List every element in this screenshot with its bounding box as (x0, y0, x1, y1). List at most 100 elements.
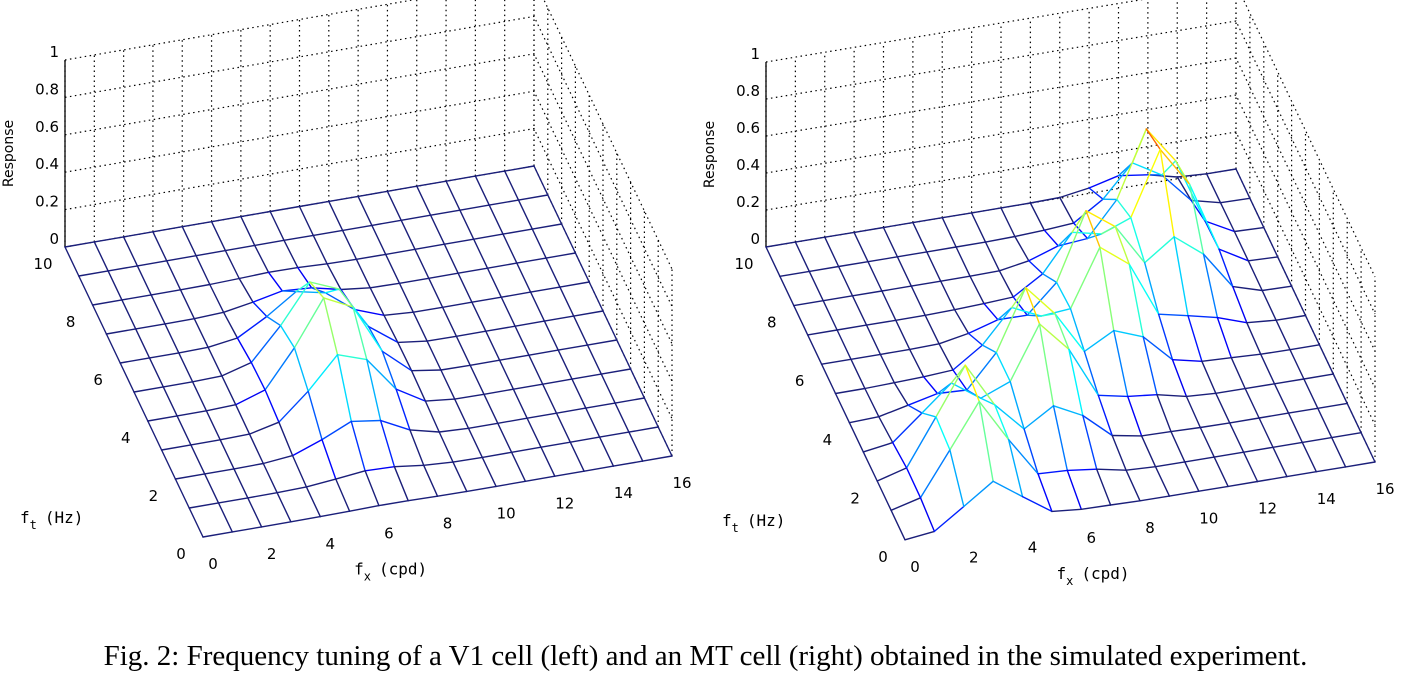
mesh-segment (188, 502, 220, 509)
mesh-segment (890, 497, 922, 511)
mesh-segment (853, 226, 885, 234)
mesh-segment (1219, 201, 1236, 233)
mesh-segment (369, 282, 401, 289)
mesh-segment (1142, 336, 1158, 396)
mesh-segment (459, 204, 490, 211)
mesh-segment (354, 308, 385, 316)
y-axis-label-main: f (722, 511, 732, 530)
mesh-segment (219, 439, 235, 470)
mesh-segment (165, 254, 197, 262)
mesh-segment (441, 306, 458, 337)
mesh-segment (485, 325, 516, 332)
mesh-segment (1246, 319, 1277, 324)
mesh-segment (283, 234, 314, 242)
mesh-segment (938, 343, 954, 371)
mesh-segment (122, 231, 154, 238)
mesh-segment (429, 214, 446, 245)
mesh-segment (91, 304, 108, 335)
mesh-segment (1346, 402, 1362, 434)
mesh-segment (467, 427, 483, 459)
mesh-segment (147, 420, 163, 451)
mesh-segment (471, 296, 502, 303)
mesh-segment (1230, 357, 1246, 390)
mesh-segment (642, 455, 673, 462)
mesh-segment (905, 467, 922, 499)
mesh-segment (1066, 468, 1098, 472)
mesh-segment (1171, 359, 1203, 362)
mesh-segment (1232, 285, 1248, 324)
z-axis-label: Response (1, 120, 17, 187)
x-axis-label: fx (cpd) (1056, 564, 1129, 588)
mesh-segment (1000, 202, 1032, 209)
mesh-segment (381, 350, 397, 390)
mesh-segment (964, 364, 996, 406)
mesh-segment (1184, 461, 1200, 492)
mesh-segment (190, 444, 206, 475)
mesh-segment (1071, 210, 1087, 234)
mesh-segment (410, 370, 427, 402)
mesh-segment (1086, 233, 1103, 240)
mesh-segment (893, 376, 925, 384)
mesh-segment (210, 220, 227, 252)
mesh-segment (1187, 315, 1203, 362)
mesh-segment (195, 249, 227, 257)
mesh-segment (438, 431, 454, 463)
mesh-segment (824, 236, 840, 268)
mesh-segment (1228, 417, 1260, 424)
mesh-segment (326, 263, 342, 291)
mesh-segment (423, 464, 439, 497)
mesh-segment (524, 475, 556, 482)
mesh-segment (386, 190, 402, 222)
mesh-segment (905, 416, 937, 469)
mesh-segment (919, 449, 951, 499)
x-axis-label-main: f (354, 560, 364, 579)
mesh-segment (1205, 173, 1222, 204)
mesh-segment (896, 256, 912, 287)
mesh-segment (469, 359, 501, 366)
mesh-segment (808, 265, 840, 273)
mesh-segment (1233, 226, 1265, 233)
mesh-segment (864, 387, 880, 418)
mesh-segment (1287, 412, 1304, 444)
mesh-segment (471, 301, 487, 332)
mesh-segment (1315, 466, 1347, 473)
figure-caption: Fig. 2: Frequency tuning of a V1 cell (l… (103, 640, 1308, 672)
mesh-segment (995, 286, 1027, 354)
mesh-segment (357, 190, 389, 198)
mesh-segment (262, 462, 278, 494)
mesh-segment (922, 376, 939, 395)
grid-line-z (765, 94, 1376, 389)
mesh-segment (941, 212, 973, 219)
mesh-segment (133, 386, 165, 393)
mesh-segment (1068, 348, 1084, 417)
mesh-segment (179, 283, 211, 291)
mesh-segment (150, 294, 166, 325)
mesh-segment (248, 421, 280, 435)
mesh-segment (222, 311, 239, 339)
mesh-segment (1126, 394, 1158, 398)
mesh-segment (935, 416, 951, 451)
mesh-segment (1024, 286, 1041, 325)
mesh-segment (559, 286, 575, 317)
mesh-segment (586, 339, 618, 346)
mesh-segment (1114, 225, 1131, 265)
mesh-segment (1242, 451, 1259, 483)
mesh-segment (454, 393, 485, 400)
mesh-segment (557, 344, 589, 351)
mesh-segment (573, 315, 589, 346)
mesh-segment (1201, 357, 1233, 362)
mesh-segment (1244, 383, 1276, 390)
mesh-segment (978, 400, 994, 482)
mesh-segment (586, 344, 602, 375)
z-tick-label: 0.8 (736, 82, 760, 100)
mesh-segment (1029, 196, 1061, 204)
mesh-segment (321, 420, 352, 441)
mesh-segment (602, 310, 618, 341)
mesh-segment (1213, 451, 1245, 458)
mesh-segment (1290, 285, 1307, 317)
mesh-segment (862, 451, 878, 482)
mesh-segment (181, 225, 197, 257)
mesh-segment (1317, 407, 1333, 439)
mesh-segment (1317, 402, 1348, 409)
mesh-segment (1199, 422, 1231, 429)
